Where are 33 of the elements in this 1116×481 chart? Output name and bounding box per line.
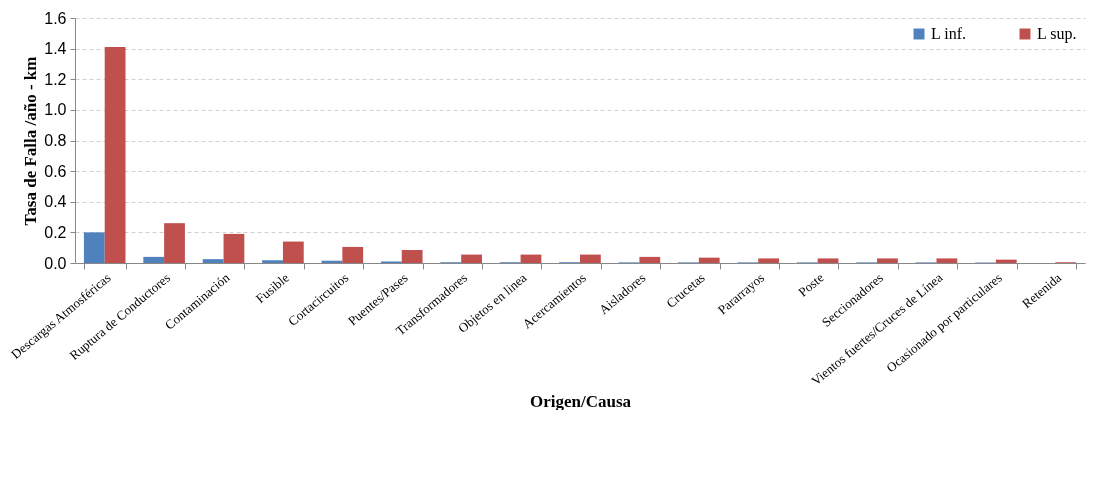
bar (817, 258, 839, 263)
bar (262, 260, 283, 263)
x-tick-label: Poste (795, 269, 827, 300)
y-tick-label: 1.4 (44, 40, 67, 58)
y-tick-label: 1.2 (44, 70, 67, 88)
y-tick-label: 1.0 (44, 101, 67, 119)
bar (342, 246, 364, 263)
bar (936, 258, 958, 263)
legend-label: L inf. (931, 25, 966, 42)
bar (83, 232, 105, 263)
bar (877, 258, 898, 263)
bar (461, 254, 482, 263)
bar (282, 241, 304, 263)
y-tick-label: 0.8 (44, 132, 67, 149)
bar (639, 256, 661, 263)
bar (758, 258, 780, 263)
y-tick-label: 0.0 (44, 254, 67, 272)
bar (580, 254, 601, 263)
bar (520, 254, 542, 263)
legend-label: L sup. (1037, 25, 1077, 43)
bar (104, 47, 126, 263)
bar (223, 233, 245, 263)
y-tick-label: 0.2 (44, 223, 67, 241)
bar (995, 259, 1017, 263)
y-tick-label: 1.6 (44, 9, 67, 27)
y-tick-label: 0.6 (44, 162, 67, 180)
bar (143, 256, 165, 263)
bar (401, 249, 423, 263)
y-axis-title: Tasa de Falla /año - km (21, 56, 41, 226)
y-tick-label: 0.4 (44, 193, 67, 211)
bar (698, 257, 720, 263)
bar (202, 259, 224, 263)
bar (164, 223, 185, 263)
